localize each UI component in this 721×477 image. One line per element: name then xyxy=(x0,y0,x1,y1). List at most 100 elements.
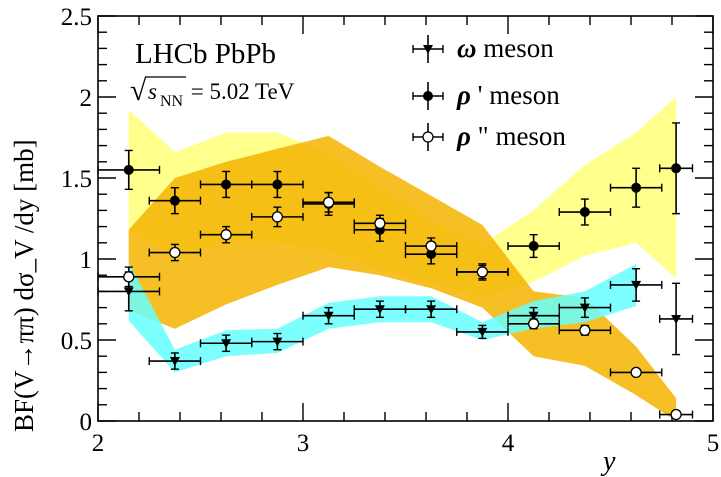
legend-text: ' meson xyxy=(471,80,560,110)
marker xyxy=(423,91,433,101)
marker xyxy=(123,164,134,175)
marker xyxy=(123,271,135,283)
energy-value: = 5.02 TeV xyxy=(185,79,295,104)
marker xyxy=(422,131,434,143)
plot-border xyxy=(97,15,714,422)
marker xyxy=(631,280,642,290)
marker xyxy=(670,408,682,421)
data-point xyxy=(659,408,694,421)
x-tick-label: 5 xyxy=(707,430,720,457)
marker xyxy=(630,366,642,379)
data-point xyxy=(456,264,509,280)
legend-text: " meson xyxy=(471,121,567,151)
marker xyxy=(631,182,642,193)
marker xyxy=(220,229,232,241)
x-axis-title: y xyxy=(600,446,616,477)
sqrt-symbol: √ xyxy=(130,74,147,107)
data-point xyxy=(251,332,304,351)
legend-symbol: ρ xyxy=(456,121,471,151)
marker xyxy=(271,211,284,223)
legend-entry-1: ρ ' meson xyxy=(412,80,560,110)
marker xyxy=(528,311,539,321)
legend-label: ρ " meson xyxy=(456,121,566,151)
y-tick-label: 0.5 xyxy=(61,328,92,355)
marker xyxy=(423,45,433,54)
chart-title: LHCb PbPb xyxy=(135,38,276,70)
marker xyxy=(477,327,488,337)
data-point xyxy=(199,334,253,353)
marker xyxy=(169,357,180,367)
marker xyxy=(671,314,682,324)
legend-entry-0: ω meson xyxy=(412,33,554,63)
data-point xyxy=(302,306,355,325)
legend-label: ρ ' meson xyxy=(456,80,560,110)
data-point xyxy=(148,352,202,370)
data-point xyxy=(97,271,161,312)
data-point xyxy=(609,167,663,208)
marker xyxy=(476,266,489,278)
data-point xyxy=(148,243,202,262)
y-tick-label: 1 xyxy=(80,247,93,274)
marker xyxy=(374,217,386,230)
marker xyxy=(272,179,283,190)
y-tick-label: 1.5 xyxy=(61,166,92,193)
marker xyxy=(169,195,180,206)
marker xyxy=(169,246,181,259)
data-point xyxy=(251,170,304,199)
series-2 xyxy=(97,191,694,421)
energy-subscript: NN xyxy=(160,93,184,110)
marker xyxy=(527,318,540,330)
legend-symbol: ρ xyxy=(456,80,471,110)
experiment-label: LHCb PbPb xyxy=(135,38,276,70)
data-point xyxy=(558,297,612,319)
y-tick-label: 0 xyxy=(80,409,93,436)
marker xyxy=(579,303,590,313)
data-point xyxy=(558,198,612,226)
axis-ticks xyxy=(97,15,714,422)
plot-frame xyxy=(97,15,714,422)
energy-label: √ s NN = 5.02 TeV xyxy=(130,74,295,110)
marker xyxy=(221,339,232,349)
data-point xyxy=(404,237,458,255)
tick-labels: 2 3 4 5 0 0.5 1 1.5 2 2.5 xyxy=(61,4,720,457)
y-axis-label: BF(V→ππ) dσ_V /dy [mb] xyxy=(9,139,39,432)
data-point xyxy=(251,206,304,228)
data-point xyxy=(659,122,694,215)
energy-symbol: s xyxy=(148,79,157,104)
marker xyxy=(579,207,590,218)
data-point xyxy=(148,187,202,215)
data-point xyxy=(302,191,355,213)
data-point xyxy=(353,214,407,233)
marker xyxy=(671,163,682,174)
y-axis-title: BF(V→ππ) dσ_V /dy [mb] xyxy=(9,139,39,432)
x-tick-label: 4 xyxy=(502,430,515,457)
data-point xyxy=(558,324,612,336)
x-tick-label: 3 xyxy=(297,430,310,457)
marker xyxy=(323,311,334,321)
legend-symbol: ω xyxy=(457,33,477,63)
data-point xyxy=(97,149,161,191)
data-point xyxy=(199,170,253,199)
marker xyxy=(579,324,591,336)
marker xyxy=(221,179,232,190)
data-point xyxy=(507,233,560,259)
marker xyxy=(123,287,134,297)
marker xyxy=(374,305,385,315)
data-point xyxy=(97,266,161,288)
data-point xyxy=(404,300,458,319)
band-series-1 xyxy=(128,97,677,298)
y-tick-label: 2 xyxy=(80,85,93,112)
data-point xyxy=(609,366,663,379)
data-point xyxy=(199,225,253,244)
uncertainty-bands xyxy=(128,97,677,421)
marker xyxy=(426,305,437,315)
y-tick-label: 2.5 xyxy=(61,4,92,31)
marker xyxy=(272,337,283,347)
legend-label: ω meson xyxy=(457,33,554,63)
band-series-2 xyxy=(128,135,677,421)
series-0 xyxy=(97,268,694,370)
marker xyxy=(322,196,335,208)
legend-text: meson xyxy=(477,33,555,63)
